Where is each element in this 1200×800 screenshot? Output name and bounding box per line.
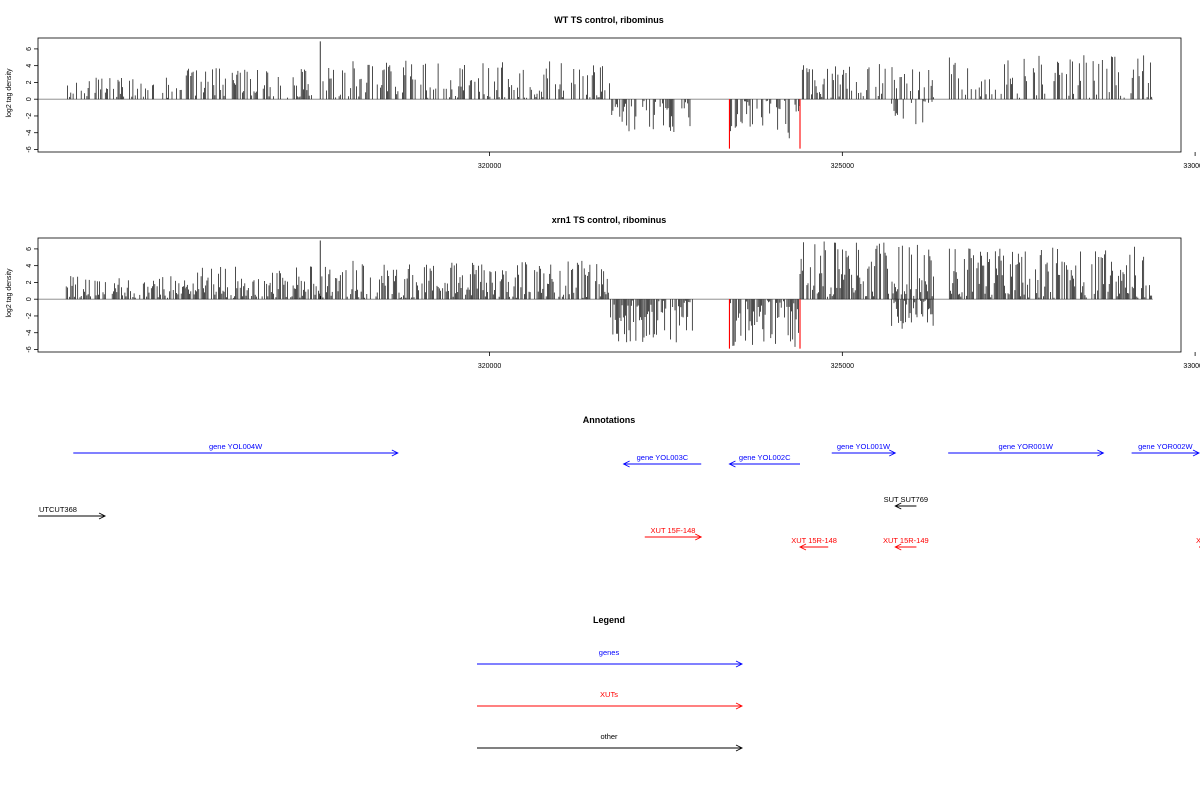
legend-label: genes [599,648,620,657]
feature-label: SUT SUT769 [884,495,928,504]
xrn1-bars [38,240,1153,349]
annotation-feature[interactable]: gene YOL001W [831,442,897,457]
arrowhead [728,460,736,468]
legend-label: XUTs [600,690,618,699]
legend-label: other [600,732,618,741]
wt-track-panel: WT TS control, ribominus log2 tag densit… [6,15,1200,170]
x-tick-label: 320000 [478,363,501,370]
annotation-feature[interactable]: XUT 15F-148 [644,526,703,541]
wt-x-axis: 320000 325000 330000 [478,152,1200,170]
annotation-feature[interactable]: gene YOR002W [1131,442,1200,457]
feature-label: XUT 15F-148 [651,526,696,535]
feature-label: gene YOL004W [209,442,263,451]
annotation-feature[interactable]: gene YOR001W [948,442,1105,457]
arrowhead [735,660,744,668]
y-tick-label: 0 [26,97,33,101]
arrowhead [798,543,807,551]
x-tick-label: 320000 [478,163,501,170]
wt-y-axis: -6 -4 -2 0 2 4 6 [26,47,39,153]
arrowhead [1097,449,1105,457]
annotation-feature[interactable]: SUT SUT769 [884,495,928,510]
annotation-feature[interactable]: gene YOL003C [622,453,702,468]
feature-label: XUT 15R-148 [791,536,837,545]
legend-panel: Legend genes XUTs other [477,615,744,752]
feature-label: UTCUT368 [39,505,77,514]
x-tick-label: 325000 [831,363,854,370]
legend-title: Legend [593,615,625,625]
wt-bars [38,41,1153,149]
arrowhead [1192,449,1200,457]
y-tick-label: 2 [26,80,33,84]
y-tick-label: -6 [26,146,33,152]
feature-label: XUT 15R-149 [883,536,929,545]
y-tick-label: 6 [26,247,33,251]
xrn1-plot-frame [37,237,1182,353]
y-tick-label: -4 [26,330,33,336]
wt-track-ylabel: log2 tag density [6,68,13,118]
arrowhead [735,744,744,752]
arrowhead [391,449,399,457]
legend-item: other [477,732,744,752]
annotations-title: Annotations [583,415,636,425]
annotation-feature[interactable]: XUT 15R-149 [883,536,929,551]
annotation-features: gene YOL004W gene YOL003C gene YOL002C gene… [38,442,1200,551]
arrowhead [889,449,897,457]
x-tick-label: 330000 [1183,363,1200,370]
feature-label: gene YOL002C [739,453,791,462]
arrowhead [695,533,703,541]
xrn1-y-axis: -6 -4 -2 0 2 4 6 [26,247,39,353]
xrn1-track-ylabel: log2 tag density [6,268,13,318]
x-tick-label: 330000 [1183,163,1200,170]
arrowhead [735,702,744,710]
y-tick-label: 4 [26,64,33,68]
y-tick-label: -2 [26,313,33,319]
x-tick-label: 325000 [831,163,854,170]
annotation-feature[interactable]: X [1196,536,1200,550]
arrowhead [622,460,630,468]
arrowhead [894,543,902,551]
xrn1-track-title: xrn1 TS control, ribominus [552,215,667,225]
xrn1-track-panel: xrn1 TS control, ribominus log2 tag dens… [6,215,1200,370]
y-tick-label: -4 [26,130,33,136]
y-tick-label: -6 [26,346,33,352]
y-tick-label: 4 [26,264,33,268]
feature-label: gene YOL001W [837,442,891,451]
legend-item: genes [477,648,744,668]
y-tick-label: -2 [26,113,33,119]
arrowhead [98,512,107,520]
annotation-feature[interactable]: XUT 15R-148 [791,536,837,551]
arrowhead [894,502,902,510]
legend-items: genes XUTs other [477,648,744,752]
y-tick-label: 2 [26,280,33,284]
feature-label: gene YOL003C [637,453,689,462]
feature-label: gene YOR002W [1138,442,1193,451]
legend-item: XUTs [477,690,744,710]
feature-label: X [1196,536,1200,545]
annotation-feature[interactable]: UTCUT368 [38,505,107,520]
wt-track-title: WT TS control, ribominus [554,15,664,25]
feature-label: gene YOR001W [999,442,1054,451]
y-tick-label: 6 [26,47,33,51]
y-tick-label: 0 [26,297,33,301]
annotation-feature[interactable]: gene YOL004W [73,442,399,457]
annotation-feature[interactable]: gene YOL002C [728,453,800,468]
xrn1-x-axis: 320000 325000 330000 [478,352,1200,370]
